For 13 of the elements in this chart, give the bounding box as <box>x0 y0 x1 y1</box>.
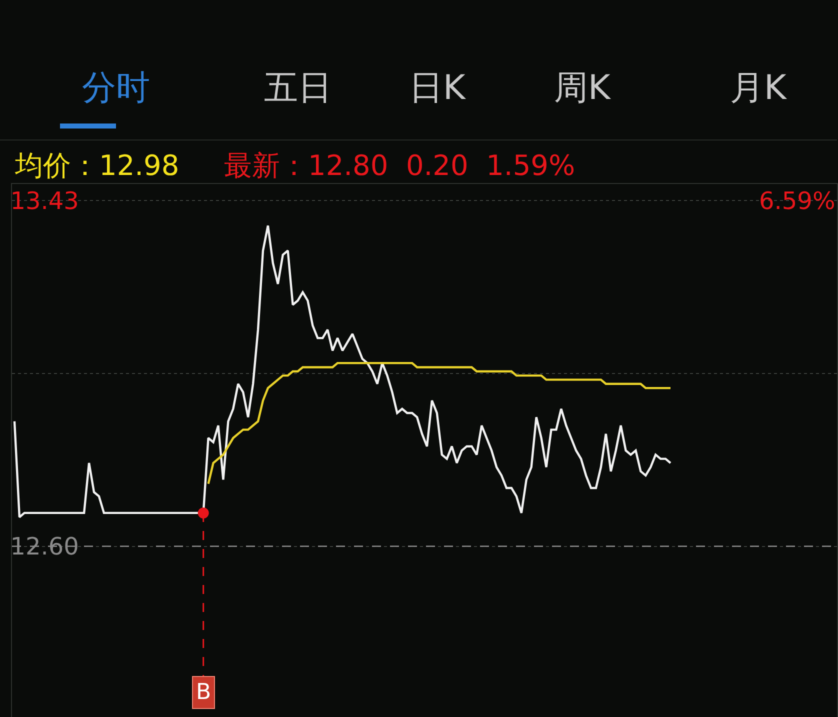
annotation: B <box>196 680 212 705</box>
text: 均价：12.98 <box>14 149 180 182</box>
text: 月K <box>730 68 788 108</box>
text: 周K <box>554 68 612 108</box>
text: 最新：12.80 0.20 1.59% <box>224 149 576 182</box>
line-series <box>13 224 672 518</box>
y-tick-label: 13.43 <box>10 187 79 216</box>
text: 分时 <box>82 68 150 108</box>
text: 日K <box>409 68 467 108</box>
text: 五日 <box>264 68 332 108</box>
annotation: 6.59% <box>759 187 836 215</box>
y-tick-label: 12.60 <box>10 532 79 561</box>
line-series <box>207 362 672 485</box>
